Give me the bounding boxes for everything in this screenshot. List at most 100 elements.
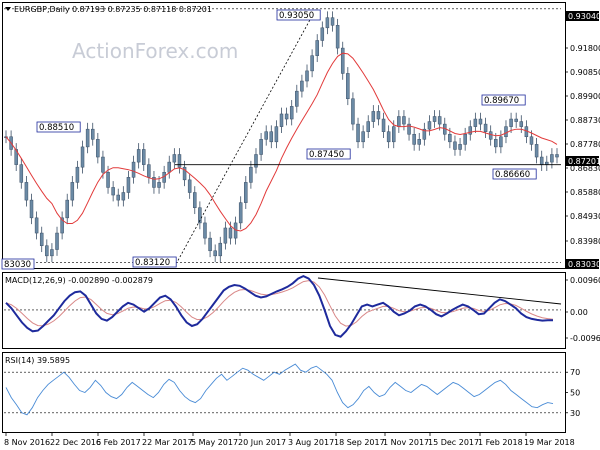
candle-body [402,116,406,125]
candle-body [142,149,146,165]
candle-body [366,121,370,132]
price-panel-frame [2,2,566,269]
rsi-title: RSI(14) 39.5895 [5,356,70,365]
macd-title: MACD(12,26,9) -0.002890 -0.002879 [5,276,153,285]
candle-body [116,194,120,201]
price-y-tick-label: 0.91800 [570,44,600,53]
candle-body [182,166,187,181]
candle-body [167,161,172,173]
candle-body [65,199,69,219]
candle-body [320,27,325,41]
price-y-tick-label: 0.87780 [570,140,600,149]
candle-body [50,249,54,257]
candle-body [289,106,294,120]
candle-body [346,73,350,100]
candle-body [29,199,34,219]
candle-body [284,113,289,120]
candle-body [187,179,192,193]
candle-body [463,133,467,145]
x-axis-tick-label: 22 Mar 2017 [142,438,193,447]
x-axis-tick-label: 6 Feb 2017 [96,438,141,447]
annotation-box [132,256,177,268]
price-y-tick-label: 0.90850 [570,68,600,77]
price-y-tick-label: 0.88730 [570,116,600,125]
candle-body [407,123,411,135]
candle-body [340,47,345,74]
candle-body [75,166,80,183]
candle-body [279,113,284,127]
candle-body [305,70,309,82]
candle-body [111,187,115,196]
annotation-label: 0.89670 [484,96,519,106]
candle-body [198,207,202,224]
macd-y-tick-label: -0.00961 [570,334,600,343]
candle-body [193,192,197,208]
candle-body [101,156,105,173]
candle-body [550,154,554,163]
candle-body [39,232,44,246]
candle-body [534,144,539,158]
annotation-box [492,168,537,180]
x-axis-tick-label: 1 Feb 2018 [478,438,523,447]
candle-body [259,139,263,155]
annotation-label: 0.87450 [309,150,344,160]
candle-body [494,139,498,148]
candle-body [427,121,432,130]
macd-trendline [317,277,562,305]
annotation-label: 0.83120 [135,258,170,268]
macd-y-tick-label: 0.00 [570,308,588,317]
candle-body [106,171,110,188]
macd-panel-frame [2,272,566,349]
candle-body [80,146,85,168]
candle-body [504,126,508,138]
candle-body [34,217,39,234]
candle-body [45,245,49,257]
macd-signal-line [5,280,554,327]
candle-body [269,131,274,143]
annotation-label: 0.88510 [39,123,74,133]
macd-line [5,274,553,338]
annotation-label: 0.86660 [495,170,530,180]
annotation-box [1,258,35,270]
candle-body [539,156,544,165]
macd-y-tick-label: 0.009608 [570,276,600,285]
price-tag-box [566,259,599,269]
rsi-line [5,363,554,416]
candle-body [274,126,279,143]
candle-body [136,149,141,163]
candle-body [310,55,314,72]
candle-body [218,242,223,257]
annotation-box [481,94,526,106]
price-tag-box [566,156,599,166]
candle-body [335,25,340,49]
rsi-layer [4,363,561,416]
candle-body [223,227,228,244]
annotation-box [306,148,351,160]
candle-body [203,222,207,239]
candle-body [254,154,258,168]
price-tag-label: 0.83030 [568,260,600,269]
rsi-y-tick-label: 30 [570,409,580,418]
candle-body [208,237,212,252]
candle-body [315,40,319,56]
candle-body [90,128,95,140]
candle-body [121,192,126,201]
candle-body [228,227,233,239]
x-axis-tick-label: 19 Mar 2018 [524,438,575,447]
candle-body [453,141,457,150]
x-axis-tick-label: 5 May 2017 [191,438,238,447]
candle-body [371,111,376,122]
candle-body [499,136,503,148]
candle-body [432,116,437,122]
candle-body [529,136,534,145]
candle-body [60,217,64,234]
sma-line [5,52,558,232]
candle-body [70,182,75,201]
candle-body [213,250,217,257]
candle-body [386,131,391,143]
price-tag-label: 0.87201 [568,157,600,166]
watermark: ActionForex.com [72,39,238,63]
x-axis-tick-label: 20 Jun 2017 [238,438,286,447]
rsi-y-tick-label: 50 [570,389,580,398]
